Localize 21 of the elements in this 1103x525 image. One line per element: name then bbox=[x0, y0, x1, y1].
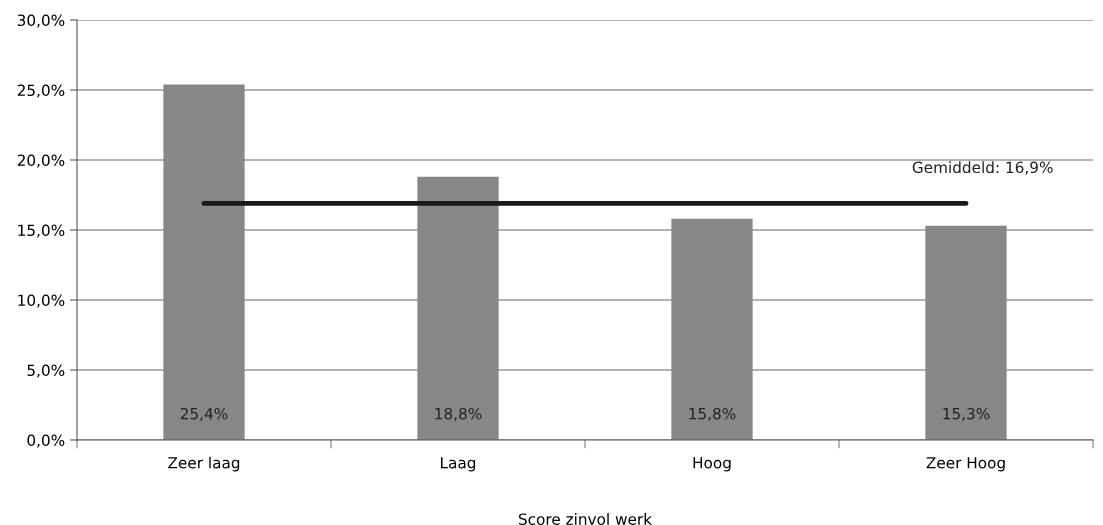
x-axis-title: Score zinvol werk bbox=[518, 513, 653, 525]
data-label: 15,3% bbox=[943, 407, 990, 421]
x-tick-label: Laag bbox=[441, 457, 476, 472]
bar bbox=[163, 84, 245, 440]
y-tick-label: 20,0% bbox=[17, 154, 65, 168]
ref-line-label: Gemiddeld: 16,9% bbox=[912, 161, 1053, 175]
x-tick-label: Zeer Hoog bbox=[926, 457, 1005, 472]
data-label: 15,8% bbox=[689, 407, 736, 421]
y-tick-label: 15,0% bbox=[18, 224, 65, 238]
bar bbox=[925, 225, 1007, 440]
data-label: 18,8% bbox=[435, 407, 482, 421]
bar bbox=[417, 176, 499, 440]
y-tick-label: 25,0% bbox=[17, 84, 65, 98]
bar bbox=[671, 218, 753, 440]
y-tick-label: 0,0% bbox=[27, 434, 65, 448]
data-label: 25,4% bbox=[180, 407, 228, 421]
x-tick-label: Zeer laag bbox=[168, 456, 240, 472]
y-tick-label: 10,0% bbox=[18, 294, 65, 308]
y-tick-label: 5,0% bbox=[27, 364, 65, 378]
y-tick-label: 30,0% bbox=[17, 14, 65, 28]
x-tick-label: Hoog bbox=[693, 457, 731, 472]
